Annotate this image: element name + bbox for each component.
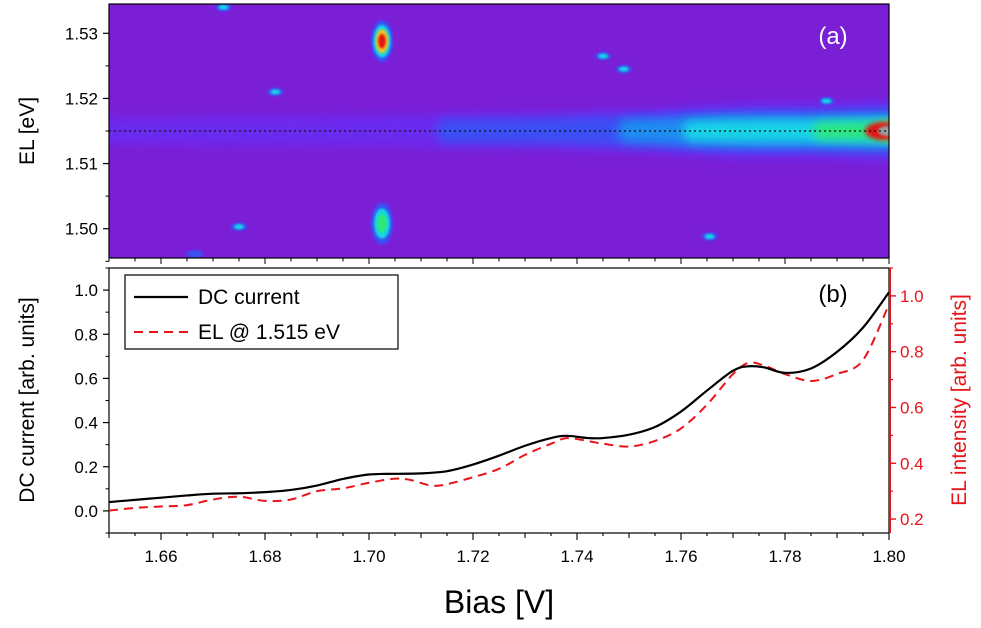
x-tick-label: 1.72 <box>456 547 489 566</box>
x-tick-label: 1.74 <box>560 547 593 566</box>
x-tick-label: 1.66 <box>144 547 177 566</box>
series-el-line <box>109 303 889 512</box>
emission-spot <box>267 87 284 96</box>
heatmap-x-ticks <box>108 258 890 264</box>
emission-spot <box>231 222 247 231</box>
emission-spot <box>595 52 611 61</box>
heatmap-y-axis-title: EL [eV] <box>16 97 39 165</box>
heatmap-panel-label: (a) <box>818 23 847 50</box>
legend: DC current EL @ 1.515 eV <box>124 274 399 350</box>
y-tick-label: 1.0 <box>74 281 98 300</box>
spot-ring <box>378 33 386 49</box>
right-y-axis-title: EL intensity [arb. units] <box>948 294 971 506</box>
spot-ring <box>218 4 229 10</box>
y-tick-label: 0.6 <box>74 369 98 388</box>
spot-ring <box>618 66 629 72</box>
x-axis-title: Bias [V] <box>444 584 554 620</box>
y2-tick-label: 0.2 <box>900 510 924 529</box>
x-tick-label: 1.76 <box>664 547 697 566</box>
y2-tick-label: 0.4 <box>900 454 924 473</box>
spot-ring <box>598 53 608 59</box>
x-tick-label: 1.78 <box>768 547 801 566</box>
y2-tick-label: 1.0 <box>900 287 924 306</box>
spot-ring <box>270 89 281 95</box>
y-tick-label: 0.0 <box>74 502 98 521</box>
x-tick-label: 1.70 <box>352 547 385 566</box>
series-dc-current-line <box>109 291 889 504</box>
right-y-ticks: 0.2 0.4 0.6 0.8 1.0 <box>889 267 924 533</box>
emission-spot <box>818 97 835 106</box>
y2-tick-label: 0.6 <box>900 398 924 417</box>
legend-label-dc: DC current <box>198 286 300 309</box>
emission-spot <box>371 20 393 63</box>
left-y-axis-title: DC current [arb. units] <box>16 297 39 502</box>
spot-ring <box>377 214 387 233</box>
emission-spot <box>701 232 718 241</box>
legend-label-el: EL @ 1.515 eV <box>198 321 340 344</box>
y-tick-label: 1.52 <box>65 89 98 108</box>
emission-spot <box>186 250 203 258</box>
spot-ring <box>234 224 244 230</box>
x-ticks: 1.66 1.68 1.70 1.72 1.74 1.76 1.78 1.80 <box>108 533 906 566</box>
band-core-peak <box>878 126 889 136</box>
band-core <box>865 122 889 140</box>
y-tick-label: 0.4 <box>74 414 98 433</box>
emission-spot <box>615 65 632 74</box>
spot-ring <box>821 98 832 104</box>
y-tick-label: 0.2 <box>74 458 98 477</box>
spot-ring <box>186 250 203 258</box>
spot-ring <box>704 234 715 239</box>
emission-spot <box>371 202 393 245</box>
x-tick-label: 1.80 <box>872 547 905 566</box>
x-tick-label: 1.68 <box>248 547 281 566</box>
emission-spots <box>186 4 835 258</box>
emission-spot <box>215 4 232 12</box>
heatmap-y-ticks: 1.50 1.51 1.52 1.53 <box>65 24 109 262</box>
y2-tick-label: 0.8 <box>900 343 924 362</box>
y-tick-label: 1.53 <box>65 24 98 43</box>
line-panel: 0.00.20.40.60.81.0 0.20.40.60.81.0 1.66 1… <box>16 267 971 620</box>
y-tick-label: 0.8 <box>74 325 98 344</box>
legend-box <box>124 274 399 350</box>
y-tick-label: 1.51 <box>65 155 98 174</box>
y-tick-label: 1.50 <box>65 220 98 239</box>
heatmap-panel: 1.50 1.51 1.52 1.53 (a) EL [eV] <box>16 3 890 264</box>
left-y-ticks: 0.0 0.2 0.4 0.6 0.8 1.0 <box>74 267 109 534</box>
line-panel-label: (b) <box>818 281 847 308</box>
